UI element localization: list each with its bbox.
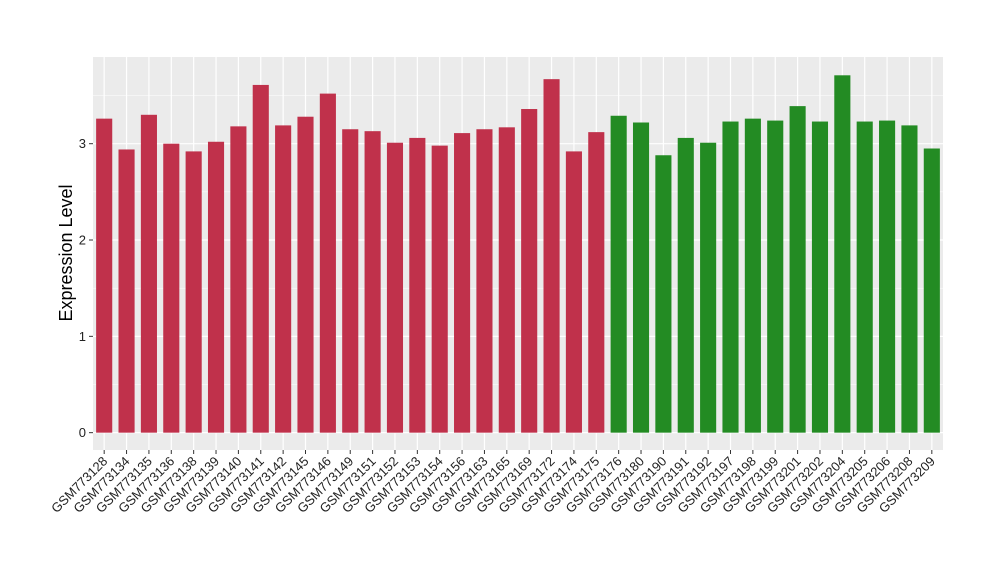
bar-GSM773141	[252, 84, 269, 433]
x-axis: GSM773128GSM773134GSM773135GSM773136GSM7…	[48, 450, 938, 516]
y-axis-title: Expression Level	[56, 184, 76, 321]
bar-GSM773149	[342, 129, 359, 433]
bar-GSM773192	[700, 142, 717, 433]
bar-GSM773163	[476, 129, 493, 433]
bar-GSM773145	[297, 116, 314, 433]
bar-GSM773206	[879, 120, 896, 433]
bar-GSM773202	[811, 121, 829, 433]
y-tick-label: 1	[79, 329, 86, 344]
bar-GSM773199	[767, 120, 784, 433]
bar-GSM773197	[722, 121, 739, 433]
bar-GSM773151	[364, 131, 381, 433]
bar-GSM773152	[386, 142, 404, 433]
bar-GSM773134	[118, 149, 135, 433]
bar-GSM773138	[185, 151, 202, 433]
bar-GSM773154	[431, 145, 448, 433]
bar-GSM773174	[565, 151, 582, 433]
bar-GSM773190	[655, 155, 672, 433]
bar-GSM773153	[409, 137, 426, 433]
bar-GSM773191	[677, 137, 694, 433]
bar-GSM773198	[744, 118, 761, 433]
bar-GSM773201	[789, 106, 806, 433]
y-tick-label: 0	[79, 425, 86, 440]
bar-GSM773165	[498, 127, 515, 433]
y-tick-label: 3	[79, 136, 86, 151]
bar-GSM773128	[96, 118, 113, 433]
bar-GSM773139	[207, 141, 225, 433]
bar-GSM773175	[588, 132, 605, 433]
bar-GSM773180	[632, 122, 650, 433]
bar-GSM773142	[275, 125, 292, 433]
bars	[96, 75, 940, 433]
bar-GSM773209	[923, 148, 940, 433]
bar-GSM773135	[140, 114, 157, 433]
bar-GSM773205	[856, 121, 873, 433]
bar-GSM773204	[834, 75, 851, 433]
bar-GSM773208	[901, 125, 918, 433]
bar-GSM773169	[521, 109, 538, 433]
y-axis: 0 1 2 3	[79, 136, 93, 440]
bar-GSM773156	[454, 133, 471, 433]
y-tick-label: 2	[79, 233, 86, 248]
bar-GSM773146	[319, 93, 336, 433]
bar-GSM773136	[163, 143, 180, 433]
bar-GSM773140	[230, 126, 247, 433]
bar-GSM773172	[543, 79, 560, 433]
bar-GSM773176	[610, 115, 627, 433]
